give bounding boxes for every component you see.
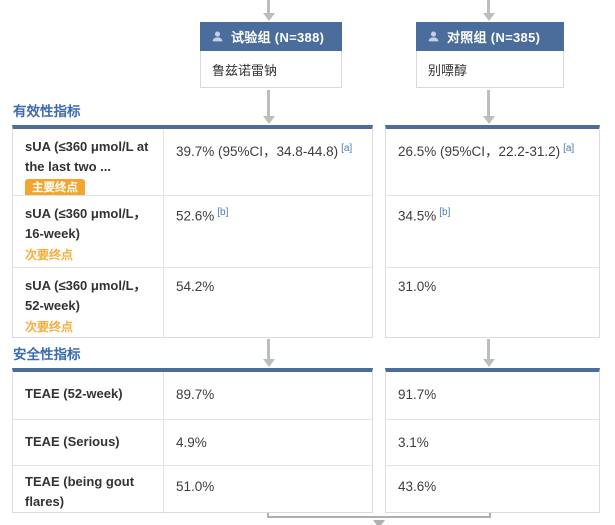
- control-group-drug: 别嘌醇: [416, 51, 564, 88]
- test-value: 4.9%: [176, 435, 207, 450]
- efficacy-table-test: sUA (≤360 μmol/L at the last two ... 主要终…: [12, 125, 373, 338]
- safety-section-title: 安全性指标: [13, 347, 81, 362]
- test-group-drug: 鲁兹诺雷钠: [200, 51, 342, 88]
- value-text: 34.5%: [398, 208, 437, 224]
- test-value: 54.2%: [164, 268, 372, 338]
- safety-table-test: TEAE (52-week) 89.7% TEAE (Serious) 4.9%…: [12, 368, 373, 513]
- table-row: 26.5% (95%CI，22.2-31.2) [a]: [386, 129, 599, 196]
- value-text: 39.7% (95%CI，34.8-44.8): [176, 144, 339, 159]
- row-label: sUA (≤360 μmol/L，16-week) 次要终点: [13, 196, 164, 267]
- control-value: 31.0%: [386, 268, 599, 338]
- table-row: 31.0%: [386, 268, 599, 338]
- control-group-box: 对照组 (N=385) 别嘌醇: [416, 22, 564, 88]
- value-text: 52.6%: [176, 208, 215, 224]
- control-value: 34.5% [b]: [386, 196, 599, 267]
- test-value: 89.7%: [176, 387, 215, 402]
- test-value: 39.7% (95%CI，34.8-44.8) [a]: [164, 129, 372, 195]
- control-value: 26.5% (95%CI，22.2-31.2) [a]: [386, 129, 599, 195]
- endpoint-label: sUA (≤360 μmol/L at the last two ...: [25, 139, 149, 174]
- footnote-ref: [a]: [341, 142, 353, 154]
- user-icon: [212, 31, 223, 42]
- table-row: 34.5% [b]: [386, 196, 599, 268]
- test-group-title: 试验组 (N=388): [231, 30, 325, 45]
- row-label: TEAE (52-week): [13, 372, 164, 419]
- test-group-header: 试验组 (N=388): [200, 22, 342, 51]
- table-row: TEAE (52-week) 89.7%: [13, 372, 372, 420]
- table-row: TEAE (being gout flares) 51.0%: [13, 466, 372, 513]
- table-row: sUA (≤360 μmol/L，16-week) 次要终点 52.6% [b]: [13, 196, 372, 268]
- control-value: 3.1%: [398, 435, 429, 450]
- user-icon: [428, 31, 439, 42]
- arrow-down-icon: [262, 339, 275, 367]
- table-row: sUA (≤360 μmol/L，52-week) 次要终点 54.2%: [13, 268, 372, 338]
- secondary-endpoint-badge: 次要终点: [25, 320, 74, 334]
- value-text: 54.2%: [176, 279, 215, 294]
- connector-line: [267, 516, 491, 518]
- control-value: 43.6%: [398, 479, 437, 494]
- footnote-ref: [b]: [439, 207, 451, 218]
- efficacy-table-control: 26.5% (95%CI，22.2-31.2) [a] 34.5% [b] 31.0…: [385, 125, 600, 338]
- arrow-down-icon: [373, 520, 385, 525]
- efficacy-section-title: 有效性指标: [13, 104, 81, 119]
- row-label: TEAE (being gout flares): [13, 466, 164, 513]
- primary-endpoint-badge: 主要终点: [25, 179, 85, 195]
- endpoint-label: sUA (≤360 μmol/L，16-week): [25, 206, 147, 241]
- table-row: 91.7%: [386, 372, 599, 420]
- control-group-header: 对照组 (N=385): [416, 22, 564, 51]
- table-row: sUA (≤360 μmol/L at the last two ... 主要终…: [13, 129, 372, 196]
- test-value: 51.0%: [176, 479, 215, 494]
- test-value: 52.6% [b]: [164, 196, 372, 267]
- value-text: 26.5% (95%CI，22.2-31.2): [398, 144, 561, 159]
- connector-line: [489, 513, 491, 518]
- connector-line: [267, 513, 269, 518]
- table-row: TEAE (Serious) 4.9%: [13, 420, 372, 466]
- arrow-down-icon: [482, 339, 495, 367]
- control-group-title: 对照组 (N=385): [447, 30, 541, 45]
- arrow-down-icon: [482, 90, 495, 124]
- value-text: 31.0%: [398, 279, 437, 294]
- arrow-down-icon: [262, 90, 275, 124]
- endpoint-label: sUA (≤360 μmol/L，52-week): [25, 278, 147, 313]
- row-label: TEAE (Serious): [13, 420, 164, 465]
- footnote-ref: [a]: [563, 142, 575, 154]
- arrow-down-icon: [262, 0, 275, 21]
- control-value: 91.7%: [398, 387, 437, 402]
- safety-table-control: 91.7% 3.1% 43.6%: [385, 368, 600, 513]
- test-group-box: 试验组 (N=388) 鲁兹诺雷钠: [200, 22, 342, 88]
- secondary-endpoint-badge: 次要终点: [25, 248, 74, 262]
- footnote-ref: [b]: [217, 207, 229, 218]
- arrow-down-icon: [482, 0, 495, 21]
- table-row: 43.6%: [386, 466, 599, 513]
- row-label: sUA (≤360 μmol/L at the last two ... 主要终…: [13, 129, 164, 195]
- row-label: sUA (≤360 μmol/L，52-week) 次要终点: [13, 268, 164, 338]
- table-row: 3.1%: [386, 420, 599, 466]
